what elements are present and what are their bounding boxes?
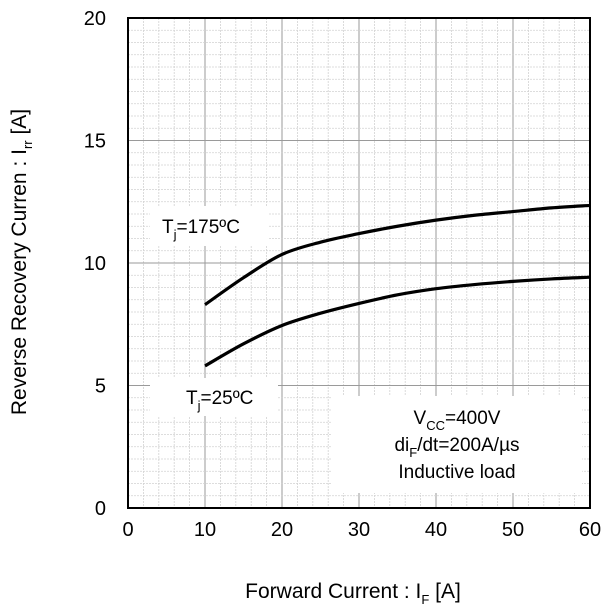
annotation-tj175: Tj=175ºC xyxy=(162,217,240,242)
series-line-tj25 xyxy=(204,275,591,368)
x-tick-label: 60 xyxy=(579,519,601,541)
y-axis-label: Reverse Recovery Curren : Irr [A] xyxy=(8,109,35,415)
x-tick-label: 20 xyxy=(271,519,293,541)
annotation-tj25: Tj=25ºC xyxy=(186,388,253,413)
tj175-label-bg xyxy=(150,206,268,246)
x-tick-label: 10 xyxy=(194,519,216,541)
condition-load: Inductive load xyxy=(398,462,515,483)
conditions-box-bg xyxy=(332,396,582,493)
x-tick-label: 40 xyxy=(425,519,447,541)
tick-labels: 0 10 20 30 40 50 60 0 5 10 15 20 xyxy=(84,8,601,541)
x-axis-label: Forward Current : IF [A] xyxy=(245,580,461,607)
tj25-label-bg xyxy=(150,378,278,416)
series-line-tj175 xyxy=(204,203,591,306)
x-tick-label: 50 xyxy=(502,519,524,541)
condition-di-dt: diF/dt=200A/µs xyxy=(394,435,519,460)
plot-frame xyxy=(127,17,591,509)
y-tick-label: 15 xyxy=(84,131,106,153)
x-tick-label: 30 xyxy=(348,519,370,541)
y-tick-label: 0 xyxy=(95,498,106,520)
y-tick-label: 20 xyxy=(84,8,106,30)
condition-vcc: VCC=400V xyxy=(414,408,501,433)
y-tick-label: 10 xyxy=(84,253,106,275)
x-tick-label: 0 xyxy=(122,519,133,541)
y-tick-label: 5 xyxy=(95,376,106,398)
series-group xyxy=(204,203,591,368)
